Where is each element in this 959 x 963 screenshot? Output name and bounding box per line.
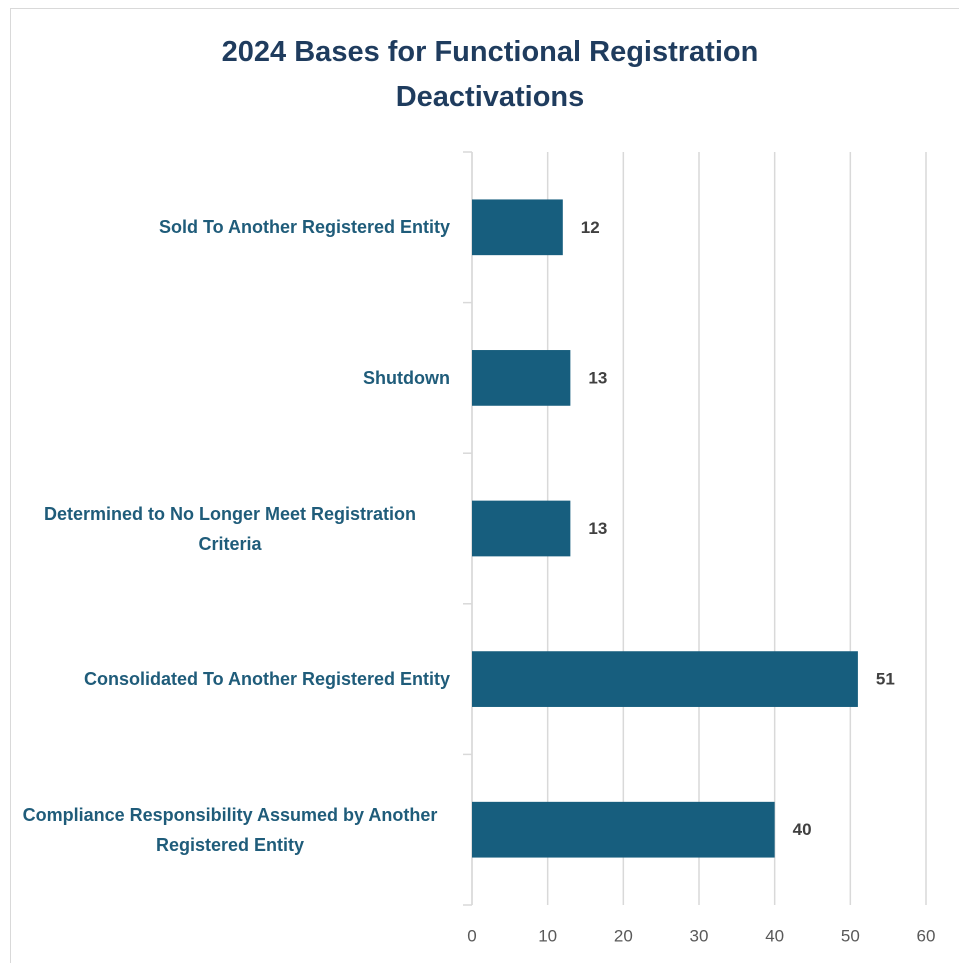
y-tick-label-box: Determined to No Longer Meet Registratio… <box>10 499 450 559</box>
y-tick-label: Sold To Another Registered Entity <box>158 217 450 238</box>
y-tick-label-box: Compliance Responsibility Assumed by Ano… <box>10 800 450 860</box>
y-tick-label-box: Shutdown <box>10 363 450 393</box>
bar <box>472 651 858 707</box>
data-label: 51 <box>876 670 895 689</box>
x-tick-label: 0 <box>467 926 476 945</box>
y-tick-label: Consolidated To Another Registered Entit… <box>83 669 450 690</box>
chart-title: 2024 Bases for Functional Registration D… <box>221 36 759 113</box>
y-tick-label: Determined to No Longer Meet Registratio… <box>43 503 417 554</box>
bar <box>472 350 571 406</box>
y-tick-label: Compliance Responsibility Assumed by Ano… <box>22 804 438 855</box>
data-label: 13 <box>588 368 607 387</box>
x-tick-label: 60 <box>917 926 936 945</box>
data-label: 40 <box>793 820 812 839</box>
chart-border <box>10 8 959 963</box>
x-tick-label: 10 <box>538 926 557 945</box>
y-tick-label: Shutdown <box>363 367 450 388</box>
x-tick-label: 50 <box>841 926 860 945</box>
bar <box>472 801 775 858</box>
bar <box>472 199 563 256</box>
x-tick-label: 30 <box>690 926 709 945</box>
bar <box>472 500 571 557</box>
data-label: 12 <box>581 218 600 237</box>
x-tick-label: 20 <box>614 926 633 945</box>
x-tick-label: 40 <box>765 926 784 945</box>
data-label: 13 <box>588 519 607 538</box>
y-tick-label-box: Consolidated To Another Registered Entit… <box>10 664 450 694</box>
y-tick-label-box: Sold To Another Registered Entity <box>10 212 450 242</box>
